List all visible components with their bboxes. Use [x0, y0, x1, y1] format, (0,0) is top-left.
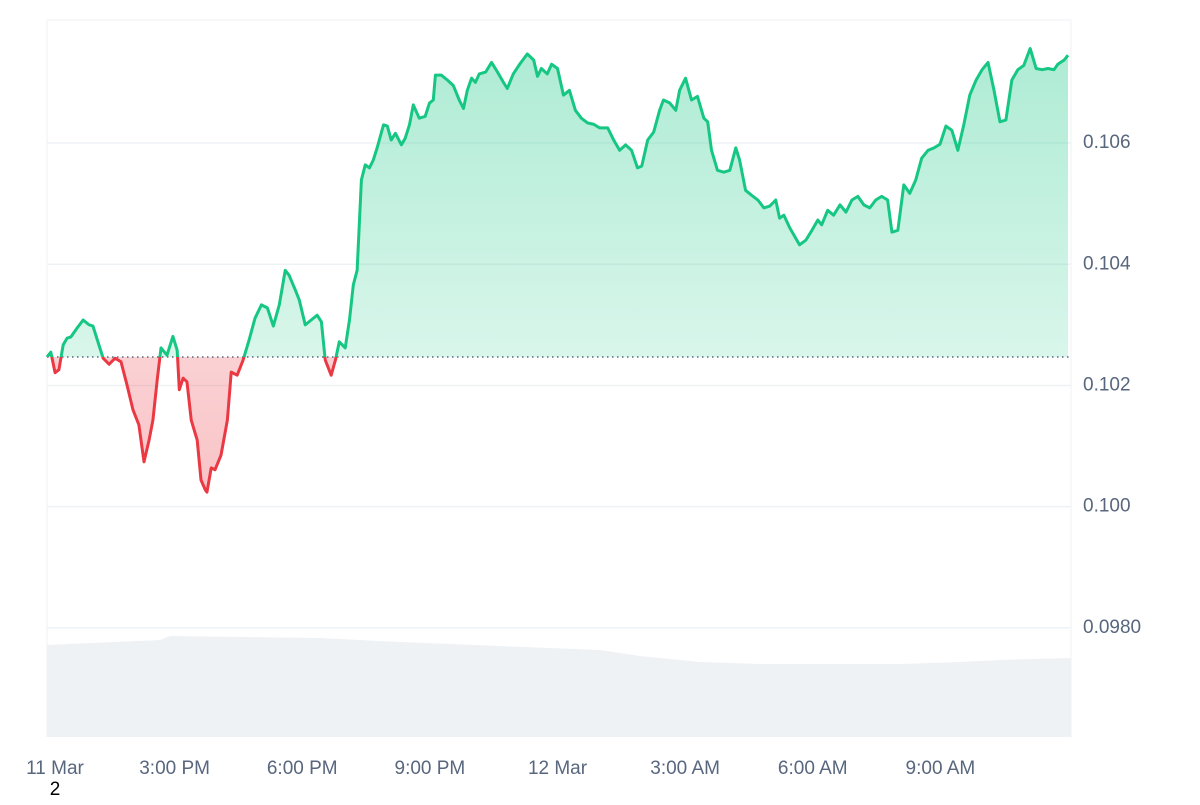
volume-area — [47, 636, 1071, 737]
y-tick-label: 0.104 — [1083, 253, 1131, 274]
price-line-up — [45, 46, 1070, 357]
annotation: 2 — [50, 779, 61, 800]
x-tick-label: 9:00 PM — [395, 758, 466, 779]
area-up — [47, 48, 1069, 357]
plot-layer: 0.0980 0.100 0.102 0.104 0.106 11 Mar 3:00 PM 6… — [26, 46, 1141, 779]
x-tick-label: 6:00 PM — [267, 758, 338, 779]
y-tick-label: 0.106 — [1083, 132, 1131, 153]
x-tick-label: 6:00 AM — [778, 758, 848, 779]
x-tick-label: 3:00 AM — [650, 758, 720, 779]
x-tick-label: 12 Mar — [528, 758, 588, 779]
y-tick-label: 0.100 — [1083, 496, 1131, 517]
x-tick-label: 9:00 AM — [906, 758, 976, 779]
x-tick-label: 3:00 PM — [139, 758, 210, 779]
y-tick-label: 0.0980 — [1083, 617, 1141, 638]
y-tick-label: 0.102 — [1083, 374, 1131, 395]
x-tick-label: 11 Mar — [26, 758, 84, 779]
price-line-down — [47, 356, 338, 494]
